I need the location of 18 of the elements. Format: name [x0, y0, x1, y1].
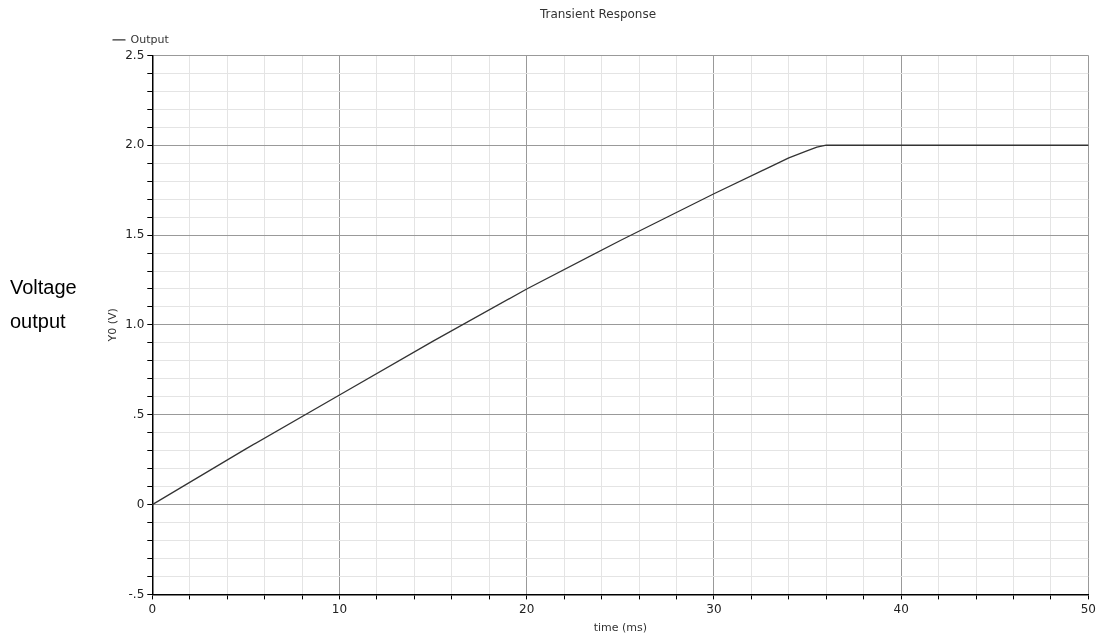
- y-tick-label: .5: [132, 406, 145, 421]
- y-tick-label: 2.5: [125, 47, 145, 62]
- x-tick-label: 30: [706, 601, 722, 616]
- y-tick-label: -.5: [128, 586, 145, 601]
- y-tick-label: 1.0: [125, 317, 145, 332]
- x-tick-label: 10: [331, 601, 348, 616]
- y-tick-label: 0: [136, 496, 145, 511]
- legend-label: Output: [130, 32, 170, 46]
- y-tick-label: 1.5: [125, 227, 145, 242]
- x-tick-label: 40: [893, 601, 909, 616]
- x-tick-label: 0: [148, 601, 157, 616]
- chart-title: Transient Response: [538, 7, 657, 22]
- y-axis-title: Y0 (V): [106, 308, 120, 343]
- y-tick-label: 2.0: [125, 137, 145, 152]
- x-tick-label: 20: [519, 601, 535, 616]
- text: Voltage output: [10, 276, 77, 333]
- x-tick-label: 50: [1080, 601, 1097, 616]
- x-axis-title: time (ms): [593, 621, 648, 635]
